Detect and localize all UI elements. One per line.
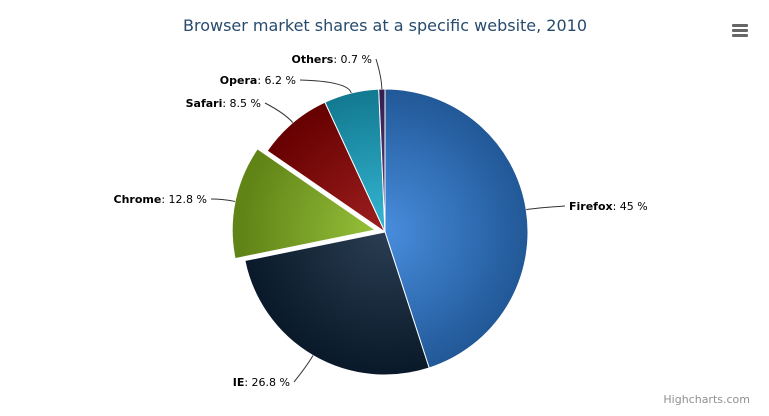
- label-name: Safari: [186, 97, 223, 110]
- pie-slice-ie[interactable]: [244, 231, 430, 376]
- export-menu-button[interactable]: [732, 24, 748, 37]
- data-label-others: Others: 0.7 %: [291, 53, 372, 66]
- label-value: : 0.7 %: [333, 53, 372, 66]
- connector-line: [375, 58, 383, 90]
- label-name: Chrome: [114, 193, 162, 206]
- connector-line: [293, 355, 314, 383]
- label-name: Firefox: [569, 200, 613, 213]
- data-label-ie: IE: 26.8 %: [233, 376, 290, 389]
- connector-line: [210, 198, 236, 202]
- connector-line: [526, 205, 566, 211]
- chart-title: Browser market shares at a specific webs…: [183, 16, 587, 35]
- label-name: Others: [291, 53, 333, 66]
- label-value: : 8.5 %: [222, 97, 261, 110]
- data-label-firefox: Firefox: 45 %: [569, 200, 648, 213]
- data-label-opera: Opera: 6.2 %: [220, 74, 296, 87]
- label-name: Opera: [220, 74, 258, 87]
- label-name: IE: [233, 376, 245, 389]
- hamburger-menu-icon[interactable]: [732, 34, 748, 37]
- data-label-chrome: Chrome: 12.8 %: [114, 193, 207, 206]
- label-value: : 6.2 %: [257, 74, 296, 87]
- pie-slice-firefox[interactable]: [384, 88, 529, 369]
- hamburger-menu-icon[interactable]: [732, 24, 748, 27]
- pie-slice-others[interactable]: [378, 88, 386, 233]
- hamburger-menu-icon[interactable]: [732, 29, 748, 32]
- credits-link[interactable]: Highcharts.com: [663, 393, 750, 406]
- label-value: : 45 %: [613, 200, 648, 213]
- label-value: : 12.8 %: [161, 193, 207, 206]
- connector-line: [299, 79, 352, 94]
- label-value: : 26.8 %: [244, 376, 290, 389]
- connector-line: [264, 102, 294, 124]
- data-label-safari: Safari: 8.5 %: [186, 97, 261, 110]
